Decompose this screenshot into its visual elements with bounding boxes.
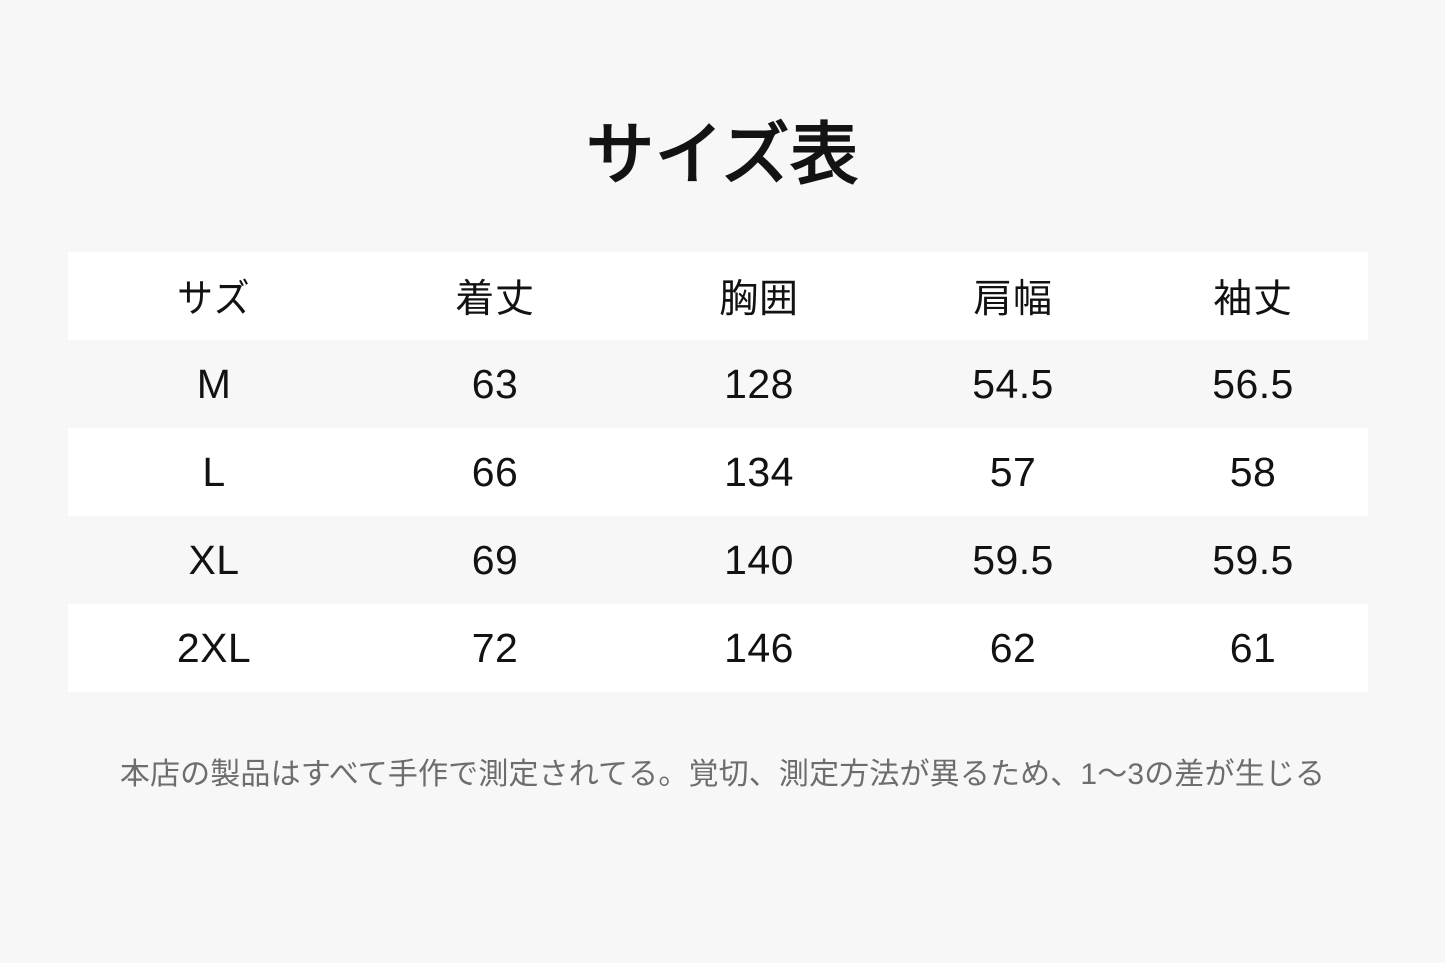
column-header-bust: 胸囲 <box>630 252 888 340</box>
cell-bust: 128 <box>724 360 794 407</box>
table-row: 2XL 72 146 62 61 <box>68 604 1368 692</box>
page-title: サイズ表 <box>586 116 859 193</box>
cell-size: XL <box>188 536 240 583</box>
column-header-sleeve-label: 袖丈 <box>1213 278 1293 321</box>
cell-bust: 146 <box>724 624 794 671</box>
cell-length: 72 <box>471 624 519 671</box>
cell-bust: 134 <box>724 448 794 495</box>
cell-size: L <box>202 448 226 495</box>
cell-sleeve: 59.5 <box>1212 536 1294 583</box>
cell-length: 66 <box>471 448 519 495</box>
column-header-shoulder: 肩幅 <box>888 252 1138 340</box>
cell-sleeve: 61 <box>1229 624 1277 671</box>
column-header-size-label: サズ <box>177 278 251 321</box>
column-header-shoulder-label: 肩幅 <box>973 278 1053 321</box>
size-table: サズ 着丈 胸囲 肩幅 袖丈 <box>68 252 1368 692</box>
table-header-row: サズ 着丈 胸囲 肩幅 袖丈 <box>68 252 1368 340</box>
table-row: L 66 134 57 58 <box>68 428 1368 516</box>
cell-sleeve: 58 <box>1229 448 1277 495</box>
column-header-bust-label: 胸囲 <box>719 278 799 321</box>
cell-sleeve: 56.5 <box>1212 360 1294 407</box>
cell-length: 69 <box>471 536 519 583</box>
size-table-container: サズ 着丈 胸囲 肩幅 袖丈 <box>68 252 1368 692</box>
cell-size: M <box>196 360 232 407</box>
cell-size: 2XL <box>176 624 252 671</box>
column-header-size: サズ <box>68 252 360 340</box>
table-row: XL 69 140 59.5 59.5 <box>68 516 1368 604</box>
column-header-length-label: 着丈 <box>455 278 535 321</box>
cell-shoulder: 57 <box>989 448 1037 495</box>
table-header: サズ 着丈 胸囲 肩幅 袖丈 <box>68 252 1368 340</box>
cell-shoulder: 54.5 <box>972 360 1054 407</box>
table-row: M 63 128 54.5 56.5 <box>68 340 1368 428</box>
cell-shoulder: 62 <box>989 624 1037 671</box>
cell-shoulder: 59.5 <box>972 536 1054 583</box>
measurement-disclaimer-note: 本店の製品はすべて手作で測定されてる。覚切、測定方法が異るため、1〜3の差が生じ… <box>119 758 1326 791</box>
cell-bust: 140 <box>724 536 794 583</box>
column-header-sleeve: 袖丈 <box>1138 252 1368 340</box>
column-header-length: 着丈 <box>360 252 630 340</box>
cell-length: 63 <box>471 360 519 407</box>
table-body: M 63 128 54.5 56.5 L 66 134 57 58 XL 69 … <box>68 340 1368 692</box>
